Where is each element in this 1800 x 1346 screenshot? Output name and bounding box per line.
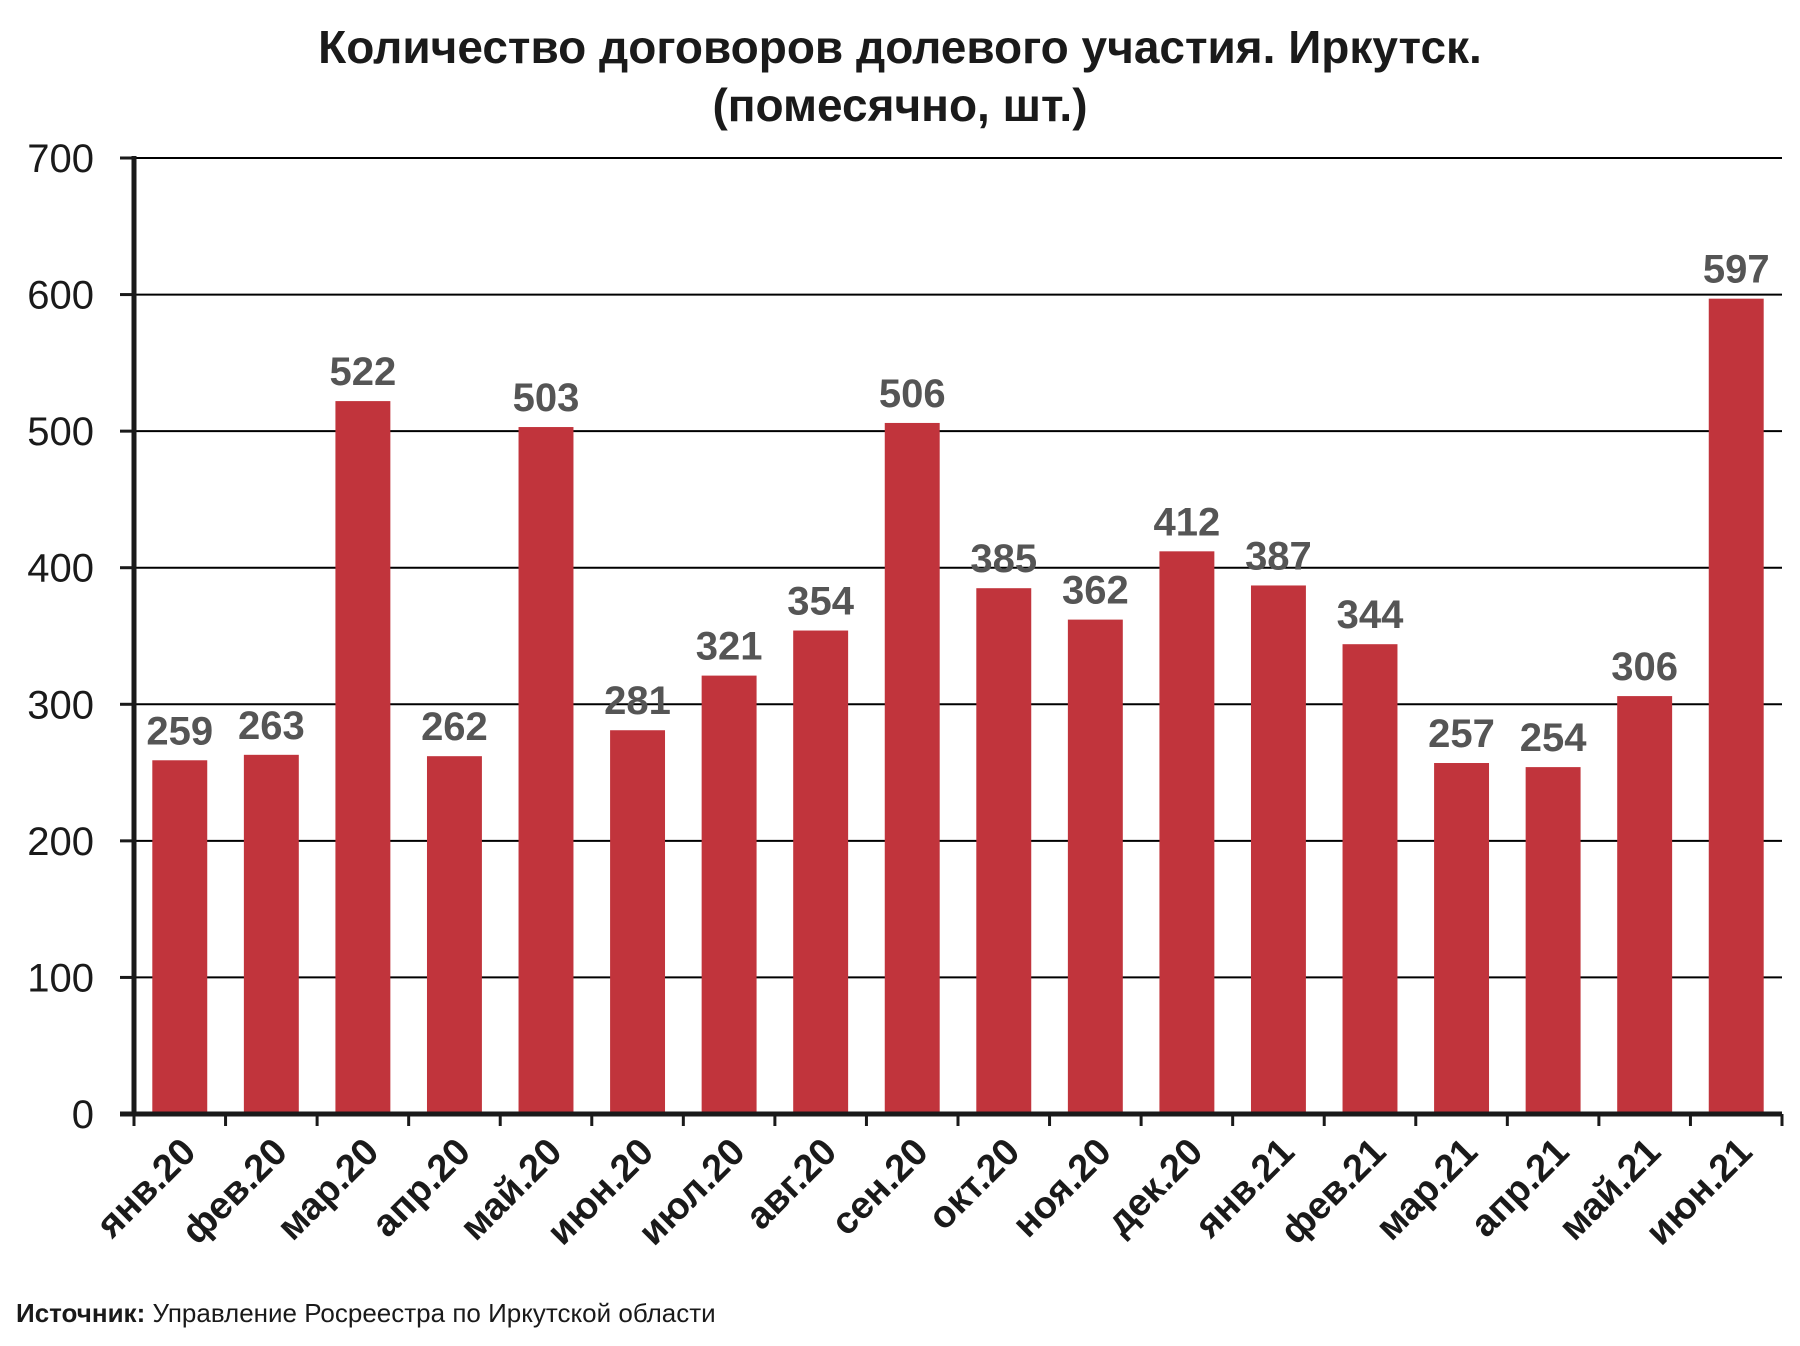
x-tick-label: ноя.20 <box>1005 1131 1120 1246</box>
bar <box>1434 763 1490 1114</box>
x-tick-label: мар.20 <box>269 1131 387 1249</box>
y-tick-labels: 0 100 200 300 400 500 600 700 <box>27 137 94 1137</box>
bar <box>701 675 757 1114</box>
data-label: 362 <box>1062 569 1129 613</box>
data-labels: 259 263 522 262 503 281 321 354 506 385 362 412 387 3… <box>146 248 1769 760</box>
bar <box>1525 767 1581 1114</box>
y-tick-label: 100 <box>27 956 94 1000</box>
data-label: 385 <box>970 537 1037 581</box>
axes <box>120 156 1784 1126</box>
y-tick-label: 300 <box>27 683 94 727</box>
bar <box>335 401 391 1114</box>
bar <box>1342 644 1398 1114</box>
y-tick-label: 400 <box>27 547 94 591</box>
bar <box>884 422 940 1114</box>
data-label: 522 <box>330 350 397 394</box>
gridlines <box>134 157 1782 979</box>
bar <box>1159 551 1215 1114</box>
source-label: Источник: <box>16 1298 146 1328</box>
data-label: 281 <box>604 679 671 723</box>
source-note: Источник: Управление Росреестра по Иркут… <box>16 1298 716 1329</box>
source-text: Управление Росреестра по Иркутской облас… <box>152 1298 716 1328</box>
data-label: 306 <box>1611 645 1678 689</box>
x-tick-label: сен.20 <box>823 1131 936 1244</box>
data-label: 259 <box>146 709 213 753</box>
bar <box>793 630 849 1114</box>
data-label: 412 <box>1154 500 1221 544</box>
data-label: 321 <box>696 625 763 669</box>
data-label: 597 <box>1703 248 1770 292</box>
bar <box>518 427 574 1114</box>
y-tick-label: 0 <box>72 1093 94 1137</box>
y-tick-label: 500 <box>27 410 94 454</box>
x-tick-label: дек.20 <box>1099 1131 1212 1244</box>
data-label: 263 <box>238 704 305 748</box>
data-label: 506 <box>879 372 946 416</box>
bar <box>243 754 299 1114</box>
x-tick-label: авг.20 <box>738 1131 845 1238</box>
data-label: 262 <box>421 705 488 749</box>
bar <box>1067 619 1123 1114</box>
x-tick-label: мар.21 <box>1368 1131 1486 1249</box>
y-tick-label: 200 <box>27 820 94 864</box>
data-label: 254 <box>1520 716 1587 760</box>
chart-subtitle: (помесячно, шт.) <box>712 79 1088 131</box>
chart-title: Количество договоров долевого участия. И… <box>318 21 1482 73</box>
data-label: 503 <box>513 376 580 420</box>
chart-title-block: Количество договоров долевого участия. И… <box>0 18 1800 134</box>
bar <box>976 588 1032 1114</box>
bar <box>152 760 208 1114</box>
data-label: 257 <box>1428 712 1495 756</box>
y-tick-label: 600 <box>27 274 94 318</box>
y-tick-label: 700 <box>27 137 94 181</box>
bar <box>426 756 482 1114</box>
data-label: 344 <box>1337 593 1404 637</box>
bar <box>1708 298 1764 1114</box>
x-tick-labels: янв.20фев.20мар.20апр.20май.20июн.20июл.… <box>88 1131 1761 1254</box>
bar <box>1617 696 1673 1114</box>
bar <box>610 730 666 1114</box>
data-label: 354 <box>787 580 854 624</box>
bar <box>1250 585 1306 1114</box>
data-label: 387 <box>1245 534 1312 578</box>
bars <box>152 298 1764 1114</box>
